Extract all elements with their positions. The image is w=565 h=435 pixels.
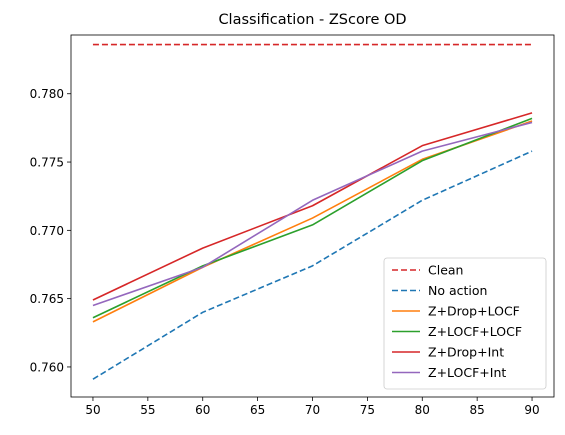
y-tick-label: 0.770: [30, 224, 64, 238]
legend-label: Z+LOCF+LOCF: [428, 324, 522, 339]
x-axis: 50 55 60 65 70 75 80 85 90: [85, 397, 540, 417]
plot-lines: [92, 43, 533, 380]
x-tick-label: 55: [140, 403, 155, 417]
x-tick-label: 65: [250, 403, 265, 417]
x-tick-label: 85: [470, 403, 485, 417]
legend-box: [383, 257, 547, 390]
legend-label: Z+Drop+Int: [428, 345, 504, 360]
y-tick-label: 0.760: [30, 360, 64, 374]
series-line-5: [92, 121, 533, 307]
legend-label: Z+LOCF+Int: [428, 365, 506, 380]
y-tick-label: 0.775: [30, 156, 64, 170]
legend-label: Z+Drop+LOCF: [428, 304, 520, 319]
legend: Clean No action Z+Drop+LOCF Z+LOCF+LOCF Z+Dr…: [383, 257, 547, 390]
x-tick-label: 60: [195, 403, 210, 417]
chart-title: Classification - ZScore OD: [218, 12, 406, 28]
y-axis: 0.760 0.765 0.770 0.775 0.780: [30, 87, 71, 374]
x-tick-label: 80: [415, 403, 430, 417]
x-tick-label: 75: [360, 403, 375, 417]
x-tick-label: 70: [305, 403, 320, 417]
legend-label: Clean: [428, 263, 463, 278]
series-line-1: [92, 150, 533, 380]
series-line-4: [92, 112, 533, 301]
y-tick-label: 0.765: [30, 292, 64, 306]
legend-label: No action: [428, 283, 487, 298]
x-tick-label: 50: [85, 403, 100, 417]
series-line-3: [92, 117, 533, 319]
x-tick-label: 90: [524, 403, 539, 417]
y-tick-label: 0.780: [30, 87, 64, 101]
